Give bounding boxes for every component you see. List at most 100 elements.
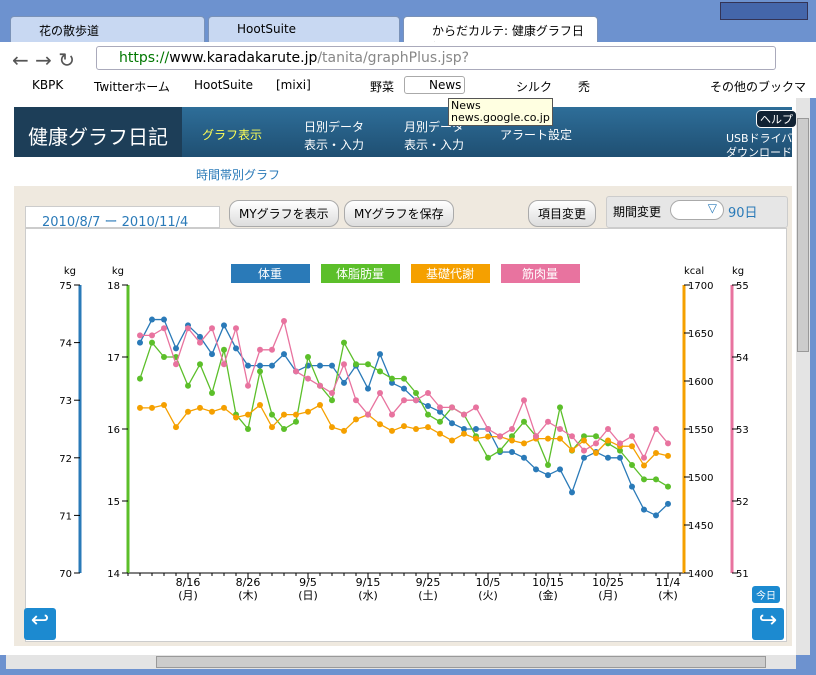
tab[interactable]: HootSuite: [208, 16, 400, 42]
data-point: [665, 500, 671, 507]
y-axis-unit: kg: [112, 266, 124, 277]
legend-swatch: [501, 264, 580, 283]
data-point: [521, 454, 527, 461]
button[interactable]: MYグラフを表示: [229, 200, 339, 227]
data-point: [329, 397, 335, 404]
window-controls[interactable]: [720, 2, 808, 20]
data-point: [317, 362, 323, 369]
legend-label: 基礎代謝: [426, 266, 474, 281]
data-point: [173, 361, 179, 368]
data-point: [401, 385, 407, 392]
data-point: [221, 361, 227, 368]
period-select[interactable]: ▽: [670, 200, 724, 220]
bookmark[interactable]: News: [404, 76, 466, 94]
data-point: [593, 450, 599, 456]
series-line: [140, 404, 669, 467]
data-point: [473, 435, 479, 442]
legend-swatch: [411, 264, 490, 283]
nav-item[interactable]: 日別データ: [304, 120, 365, 134]
h-scrollbar[interactable]: [6, 655, 796, 669]
site-logo[interactable]: 健康グラフ日記: [14, 107, 182, 157]
tab[interactable]: からだカルテ: 健康グラフ日記...: [403, 16, 598, 55]
address-bar[interactable]: https://www.karadakarute.jp/tanita/graph…: [96, 46, 776, 70]
url-scheme: https://: [119, 50, 170, 66]
data-point: [509, 433, 515, 440]
data-point: [341, 427, 347, 434]
y-axis-unit: kg: [732, 266, 744, 277]
data-point: [569, 433, 575, 440]
help-button[interactable]: ヘルプ: [756, 110, 797, 128]
data-point: [533, 466, 539, 473]
data-point: [521, 440, 527, 447]
x-tick-label: 10/25: [592, 576, 624, 589]
bookmark[interactable]: HootSuite: [194, 78, 254, 92]
button[interactable]: 項目変更: [528, 200, 597, 227]
data-point: [461, 411, 467, 418]
today-button[interactable]: 今日: [752, 586, 780, 603]
data-point: [473, 404, 479, 411]
x-tick-label: 9/25: [416, 576, 441, 589]
usb-link[interactable]: ダウンロード: [726, 146, 792, 159]
data-point: [161, 402, 167, 408]
data-point: [269, 424, 275, 431]
data-point: [629, 462, 635, 468]
y-tick-label: 72: [59, 454, 72, 465]
data-point: [149, 316, 155, 323]
bookmark[interactable]: 禿: [578, 80, 591, 94]
toolbar: [0, 42, 816, 98]
subnav-link[interactable]: 時間帯別グラフ: [196, 168, 281, 182]
data-point: [605, 426, 611, 432]
data-point: [401, 423, 407, 430]
data-point: [461, 430, 467, 437]
data-point: [641, 476, 647, 483]
nav-item[interactable]: グラフ表示: [202, 128, 263, 142]
data-point: [605, 454, 611, 461]
data-point: [389, 379, 395, 386]
v-scrollbar[interactable]: [796, 98, 810, 655]
tab[interactable]: 花の散歩道: [10, 16, 205, 42]
data-point: [245, 426, 251, 432]
prev-button[interactable]: ↩: [24, 608, 56, 640]
y-tick-label: 16: [107, 425, 120, 436]
data-point: [329, 362, 335, 369]
data-point: [365, 411, 371, 418]
data-point: [257, 368, 263, 375]
button[interactable]: MYグラフを保存: [344, 200, 454, 227]
data-point: [185, 408, 191, 415]
x-tick-weekday: (月): [178, 589, 198, 602]
data-point: [257, 402, 263, 408]
data-point: [149, 404, 155, 411]
data-point: [293, 411, 299, 418]
x-tick-weekday: (金): [538, 588, 558, 602]
data-point: [437, 430, 443, 437]
nav-item[interactable]: 表示・入力: [404, 138, 465, 152]
data-point: [269, 362, 275, 369]
bookmark[interactable]: KBPK: [32, 78, 64, 92]
nav-item[interactable]: 表示・入力: [304, 138, 365, 152]
data-point: [533, 433, 539, 440]
data-point: [449, 404, 455, 411]
bookmark[interactable]: Twitterホーム: [94, 80, 170, 94]
data-point: [221, 322, 227, 329]
data-point: [449, 437, 455, 444]
next-button[interactable]: ↪: [752, 608, 784, 640]
nav-buttons[interactable]: ← → ↻: [12, 48, 75, 72]
x-tick-label: 11/4: [656, 576, 681, 589]
y-tick-label: 54: [736, 353, 749, 364]
data-point: [389, 375, 395, 382]
data-point: [353, 361, 359, 368]
bookmark[interactable]: シルク: [516, 80, 553, 94]
bookmark[interactable]: [mixi]: [276, 78, 311, 92]
data-point: [209, 390, 215, 396]
data-point: [137, 375, 143, 382]
x-tick-weekday: (日): [298, 589, 318, 602]
bookmark[interactable]: 野菜: [370, 80, 395, 94]
usb-link[interactable]: USBドライバ: [726, 132, 793, 145]
data-point: [317, 382, 323, 389]
data-point: [161, 325, 167, 332]
nav-item[interactable]: アラート設定: [500, 128, 573, 142]
data-point: [353, 416, 359, 423]
data-point: [557, 466, 563, 473]
data-point: [545, 462, 551, 468]
